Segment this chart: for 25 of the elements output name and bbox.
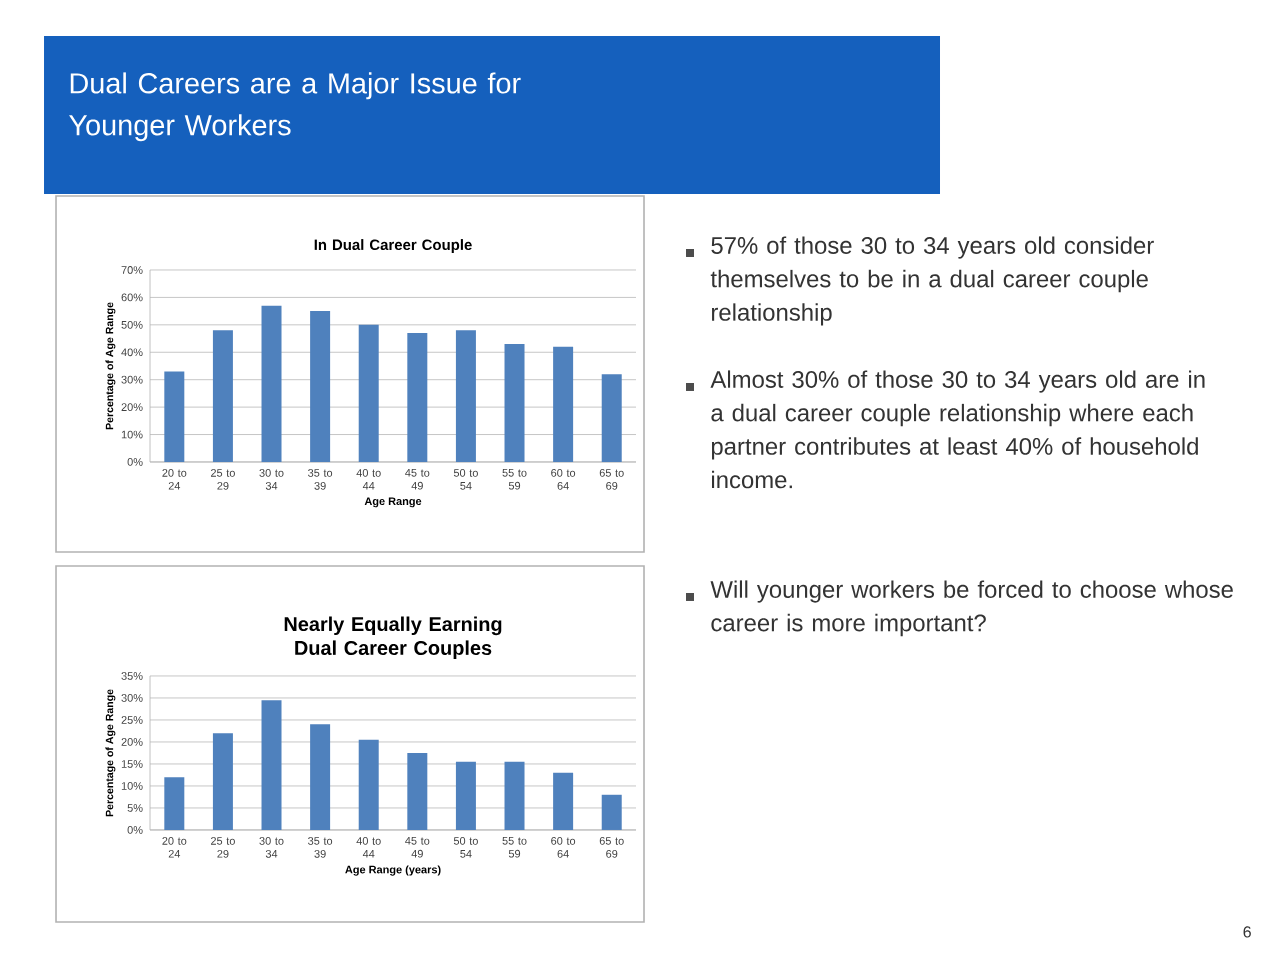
text: 57% of those 30 to 34 years old consider themselves to be in a dual career couple relationship xyxy=(710,236,1154,326)
bar xyxy=(164,371,185,462)
bar xyxy=(261,700,282,830)
chart-title: Nearly Equally Earning Dual Career Couples xyxy=(284,616,502,659)
bar xyxy=(455,330,476,462)
bar xyxy=(553,346,574,462)
text: Almost 30% of those 30 to 34 years old are in a dual career couple relationship where each partner contributes at least 40% of household income. xyxy=(710,370,1205,489)
text: Will younger workers be forced to choose whose career is more important? xyxy=(710,580,1233,637)
text: Dual Careers are a Major Issue for Younger Workers xyxy=(69,72,521,142)
bar xyxy=(601,374,622,462)
bar xyxy=(601,794,622,830)
bar xyxy=(407,752,428,830)
bar xyxy=(358,324,379,462)
bar xyxy=(553,772,574,830)
bar xyxy=(504,761,525,830)
bar xyxy=(504,344,525,462)
bar xyxy=(407,333,428,462)
bar xyxy=(310,311,331,462)
bar xyxy=(212,330,233,462)
bar xyxy=(358,739,379,830)
bar xyxy=(455,761,476,830)
bar xyxy=(212,733,233,830)
bar xyxy=(310,724,331,830)
bar xyxy=(164,777,185,830)
bar xyxy=(261,305,282,462)
